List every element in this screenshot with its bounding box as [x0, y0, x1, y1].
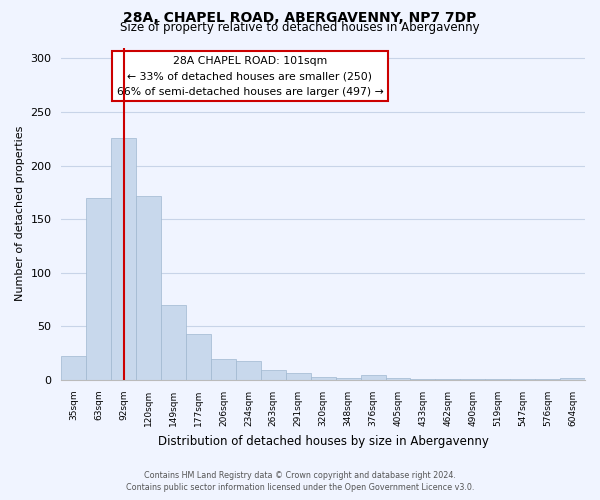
Bar: [510, 379, 535, 380]
Bar: [386, 378, 410, 380]
X-axis label: Distribution of detached houses by size in Abergavenny: Distribution of detached houses by size …: [158, 434, 488, 448]
Bar: [261, 370, 286, 380]
Bar: [136, 196, 161, 380]
Bar: [186, 334, 211, 380]
Text: 28A CHAPEL ROAD: 101sqm
← 33% of detached houses are smaller (250)
66% of semi-d: 28A CHAPEL ROAD: 101sqm ← 33% of detache…: [116, 56, 383, 97]
Text: 28A, CHAPEL ROAD, ABERGAVENNY, NP7 7DP: 28A, CHAPEL ROAD, ABERGAVENNY, NP7 7DP: [124, 11, 476, 25]
Y-axis label: Number of detached properties: Number of detached properties: [15, 126, 25, 302]
Bar: [236, 361, 261, 380]
Bar: [361, 374, 386, 380]
Bar: [335, 378, 361, 380]
Text: Size of property relative to detached houses in Abergavenny: Size of property relative to detached ho…: [120, 21, 480, 34]
Bar: [86, 198, 111, 380]
Bar: [61, 356, 86, 380]
Bar: [485, 379, 510, 380]
Bar: [560, 378, 585, 380]
Bar: [161, 305, 186, 380]
Bar: [111, 138, 136, 380]
Bar: [286, 372, 311, 380]
Bar: [311, 377, 335, 380]
Bar: [436, 379, 460, 380]
Bar: [535, 379, 560, 380]
Bar: [211, 358, 236, 380]
Bar: [410, 379, 436, 380]
Text: Contains HM Land Registry data © Crown copyright and database right 2024.
Contai: Contains HM Land Registry data © Crown c…: [126, 471, 474, 492]
Bar: [460, 379, 485, 380]
